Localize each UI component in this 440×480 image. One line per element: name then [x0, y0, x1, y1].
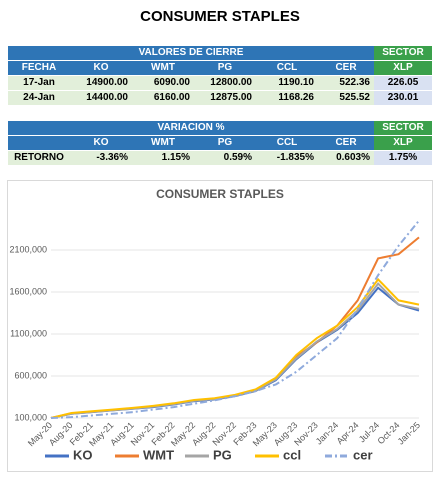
cell: RETORNO — [8, 151, 70, 166]
cell: 17-Jan — [8, 76, 70, 91]
legend-label: WMT — [143, 447, 174, 462]
col-header: CER — [318, 136, 374, 151]
col-header — [8, 136, 70, 151]
col-header: KO — [70, 61, 132, 76]
cell: 14900.00 — [70, 76, 132, 91]
cell: 0.603% — [318, 151, 374, 166]
cell: 0.59% — [194, 151, 256, 166]
col-header: WMT — [132, 136, 194, 151]
table-title: VARIACION % — [8, 121, 374, 136]
cell: 525.52 — [318, 91, 374, 106]
line-series — [50, 277, 420, 419]
cell: 6160.00 — [132, 91, 194, 106]
line-series — [50, 219, 420, 419]
cell: -3.36% — [70, 151, 132, 166]
col-header: XLP — [374, 136, 432, 151]
cell: 522.36 — [318, 76, 374, 91]
cell: 226.05 — [374, 76, 432, 91]
table-variation: VARIACION % SECTOR KO WMT PG CCL CER XLP… — [8, 121, 432, 166]
y-tick-label: 2100,000 — [9, 244, 47, 254]
col-header: PG — [194, 61, 256, 76]
y-tick-label: 600,000 — [14, 370, 47, 380]
table-closing: VALORES DE CIERRE SECTOR FECHA KO WMT PG… — [8, 46, 432, 106]
cell: -1.835% — [256, 151, 318, 166]
legend-label: ccl — [283, 447, 301, 462]
cell: 1.15% — [132, 151, 194, 166]
table-title: VALORES DE CIERRE — [8, 46, 374, 61]
cell: 24-Jan — [8, 91, 70, 106]
legend-label: PG — [213, 447, 232, 462]
chart-title: CONSUMER STAPLES — [156, 187, 284, 201]
cell: 6090.00 — [132, 76, 194, 91]
y-tick-label: 1100,000 — [10, 328, 47, 338]
y-tick-label: 1600,000 — [9, 286, 47, 296]
cell: 1168.26 — [256, 91, 318, 106]
col-header: XLP — [374, 61, 432, 76]
cell: 1.75% — [374, 151, 432, 166]
cell: 1190.10 — [256, 76, 318, 91]
cell: 12800.00 — [194, 76, 256, 91]
y-tick-label: 100,000 — [14, 412, 47, 422]
col-header: CCL — [256, 136, 318, 151]
cell: 14400.00 — [70, 91, 132, 106]
col-header: WMT — [132, 61, 194, 76]
col-header: PG — [194, 136, 256, 151]
chart-frame — [7, 180, 433, 472]
cell: 230.01 — [374, 91, 432, 106]
sector-header: SECTOR — [374, 121, 432, 136]
legend-label: KO — [73, 447, 93, 462]
col-header: CCL — [256, 61, 318, 76]
chart: CONSUMER STAPLES 100,000 600,000 1100,000 1… — [7, 180, 433, 472]
col-header: CER — [318, 61, 374, 76]
col-header: FECHA — [8, 61, 70, 76]
legend-label: cer — [353, 447, 373, 462]
page-title: CONSUMER STAPLES — [140, 8, 300, 25]
sector-header: SECTOR — [374, 46, 432, 61]
col-header: KO — [70, 136, 132, 151]
cell: 12875.00 — [194, 91, 256, 106]
